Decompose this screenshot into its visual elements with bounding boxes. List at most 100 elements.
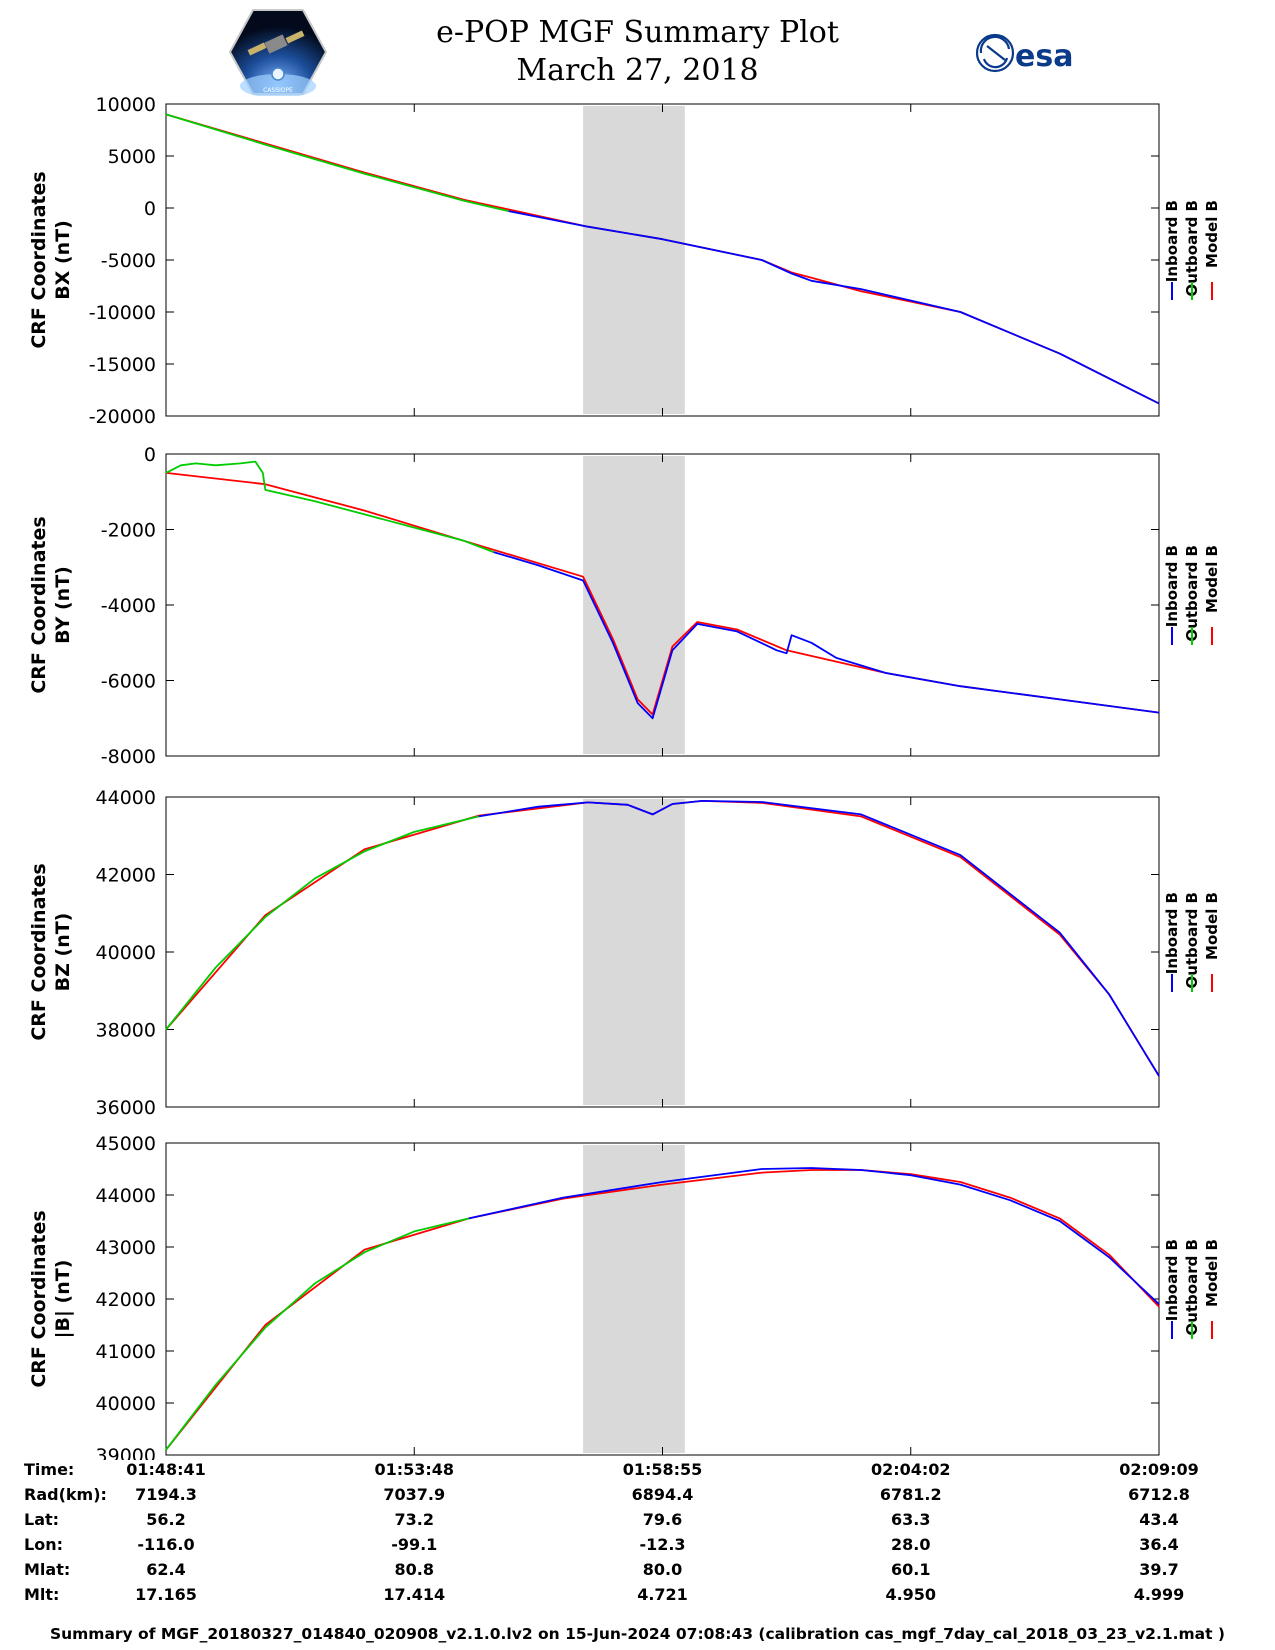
ephemeris-value: 02:04:02 [870, 1460, 951, 1479]
summary-footer: Summary of MGF_20180327_014840_020908_v2… [49, 1625, 1226, 1643]
ephemeris-value: 17.165 [135, 1585, 197, 1604]
ephemeris-value: 56.2 [146, 1510, 186, 1529]
title-text: e-POP MGF Summary Plot [436, 15, 839, 50]
y-axis-label-line2: BX (nT) [52, 220, 74, 300]
ephemeris-value: 4.721 [637, 1585, 688, 1604]
ephemeris-label: Mlat: [24, 1560, 71, 1579]
ephemeris-value: 60.1 [891, 1560, 931, 1579]
legend-label: Outboard B [1183, 545, 1201, 642]
ephemeris-value: 62.4 [146, 1560, 186, 1579]
series-line-outboard-b [165, 460, 495, 553]
shaded-interval [583, 799, 685, 1105]
ephemeris-value: 79.6 [642, 1510, 683, 1529]
y-tick-label: 44000 [96, 1185, 156, 1207]
series-line-inboard-b [478, 800, 1160, 1077]
esa-logo-icon: esa [975, 33, 1073, 74]
ephemeris-value: 01:53:48 [374, 1460, 455, 1479]
y-tick-label: 36000 [96, 1097, 156, 1119]
panel-4: 45000 44000 43000 42000 41000 40000 39000 CRF C… [28, 1133, 1221, 1460]
shaded-interval [583, 1145, 685, 1453]
y-tick-label: -4000 [101, 595, 156, 617]
panel-1: 10000 5000 0 -5000 -10000 -15000 -20000 CRF Coo… [28, 94, 1221, 428]
title-date: March 27, 2018 [516, 53, 759, 88]
ephemeris-row: Mlat: 62.4 80.8 80.0 60.1 39.7 [0, 1560, 1275, 1585]
y-axis-label-line1: CRF Coordinates [28, 863, 50, 1040]
y-tick-label: -15000 [89, 354, 156, 376]
plot-title: e-POP MGF Summary Plot March 27, 2018 [0, 14, 1275, 90]
ephemeris-value: 39.7 [1139, 1560, 1179, 1579]
panel-3: 44000 42000 40000 38000 36000 CRF Coordinates… [28, 787, 1221, 1119]
legend-label: Inboard B [1163, 200, 1181, 282]
y-tick-label: -2000 [101, 520, 156, 542]
y-axis-label: CRF Coordinates BY (nT) [28, 516, 74, 693]
legend-label: Model B [1203, 200, 1221, 268]
y-tick-label: 39000 [96, 1445, 156, 1460]
y-tick-label: 40000 [96, 942, 156, 964]
y-tick-label: -20000 [89, 406, 156, 428]
ephemeris-value: 4.950 [885, 1585, 937, 1604]
y-tick-label: 41000 [96, 1341, 156, 1363]
y-axis-label-line2: BY (nT) [52, 566, 74, 644]
ephemeris-label: Mlt: [24, 1585, 60, 1604]
legend-label: Outboard B [1183, 200, 1201, 297]
shaded-interval [583, 456, 685, 754]
series-line-outboard-b [165, 815, 480, 1031]
ephemeris-value: 80.0 [642, 1560, 683, 1579]
legend-label: Model B [1203, 1239, 1221, 1307]
ephemeris-row: Lat: 56.2 73.2 79.6 63.3 43.4 [0, 1510, 1275, 1535]
ephemeris-value: 63.3 [891, 1510, 931, 1529]
legend-label: Inboard B [1163, 892, 1181, 974]
ephemeris-row: Mlt: 17.165 17.414 4.721 4.950 4.999 [0, 1585, 1275, 1610]
y-axis-label-line1: CRF Coordinates [28, 516, 50, 693]
ephemeris-label: Lon: [24, 1535, 63, 1554]
y-axis-label: CRF Coordinates BX (nT) [28, 171, 74, 348]
ephemeris-value: 01:48:41 [126, 1460, 206, 1479]
y-tick-label: 42000 [96, 865, 156, 887]
y-axis-label: CRF Coordinates |B| (nT) [28, 1210, 74, 1387]
series-line-inboard-b [493, 551, 1160, 720]
shaded-interval [583, 106, 685, 414]
legend-label: Model B [1203, 545, 1221, 613]
y-axis-label-line2: |B| (nT) [52, 1260, 74, 1339]
ephemeris-row: Time: 01:48:41 01:53:48 01:58:55 02:04:02 02:… [0, 1460, 1275, 1485]
ephemeris-value: 6781.2 [879, 1485, 942, 1504]
y-tick-label: 43000 [96, 1237, 156, 1259]
y-axis-label-line1: CRF Coordinates [28, 1210, 50, 1387]
y-tick-label: 44000 [96, 787, 156, 809]
ephemeris-value: 7194.3 [135, 1485, 197, 1504]
y-tick-label: 42000 [96, 1289, 156, 1311]
y-tick-label: 0 [144, 198, 156, 220]
ephemeris-value: 36.4 [1139, 1535, 1179, 1554]
legend-label: Inboard B [1163, 545, 1181, 627]
ephemeris-value: 6894.4 [631, 1485, 694, 1504]
y-tick-label: 38000 [96, 1020, 156, 1042]
ephemeris-value: -12.3 [639, 1535, 686, 1554]
esa-logo-text: esa [1015, 39, 1073, 74]
ephemeris-value: 73.2 [394, 1510, 434, 1529]
series-line-inboard-b [468, 1167, 1160, 1305]
y-tick-label: 0 [144, 444, 156, 466]
ephemeris-value: 17.414 [383, 1585, 446, 1604]
ephemeris-value: 01:58:55 [622, 1460, 703, 1479]
legend-label: Inboard B [1163, 1239, 1181, 1321]
panel-2: 0 -2000 -4000 -6000 -8000 CRF Coordinates BY (… [28, 444, 1221, 768]
ephemeris-row: Rad(km): 7194.3 7037.9 6894.4 6781.2 6712.8 [0, 1485, 1275, 1510]
y-axis-label: CRF Coordinates BZ (nT) [28, 863, 74, 1040]
legend-label: Model B [1203, 892, 1221, 960]
series-line-outboard-b [165, 113, 509, 212]
series-line-model-b [165, 1169, 1160, 1451]
ephemeris-table: Time: 01:48:41 01:53:48 01:58:55 02:04:02 02:… [0, 1460, 1275, 1610]
ephemeris-value: 4.999 [1133, 1585, 1185, 1604]
y-tick-label: 5000 [108, 146, 156, 168]
legend-label: Outboard B [1183, 892, 1201, 989]
legend-label: Outboard B [1183, 1239, 1201, 1336]
ephemeris-value: 43.4 [1139, 1510, 1179, 1529]
ephemeris-value: 02:09:09 [1119, 1460, 1199, 1479]
y-tick-label: 45000 [96, 1133, 156, 1155]
y-tick-label: 10000 [96, 94, 156, 116]
cassiope-logo-icon: CASSIOPE [228, 9, 328, 96]
logo-caption: CASSIOPE [263, 87, 293, 94]
y-tick-label: -5000 [101, 250, 156, 272]
ephemeris-value: 80.8 [394, 1560, 434, 1579]
ephemeris-value: 6712.8 [1128, 1485, 1190, 1504]
